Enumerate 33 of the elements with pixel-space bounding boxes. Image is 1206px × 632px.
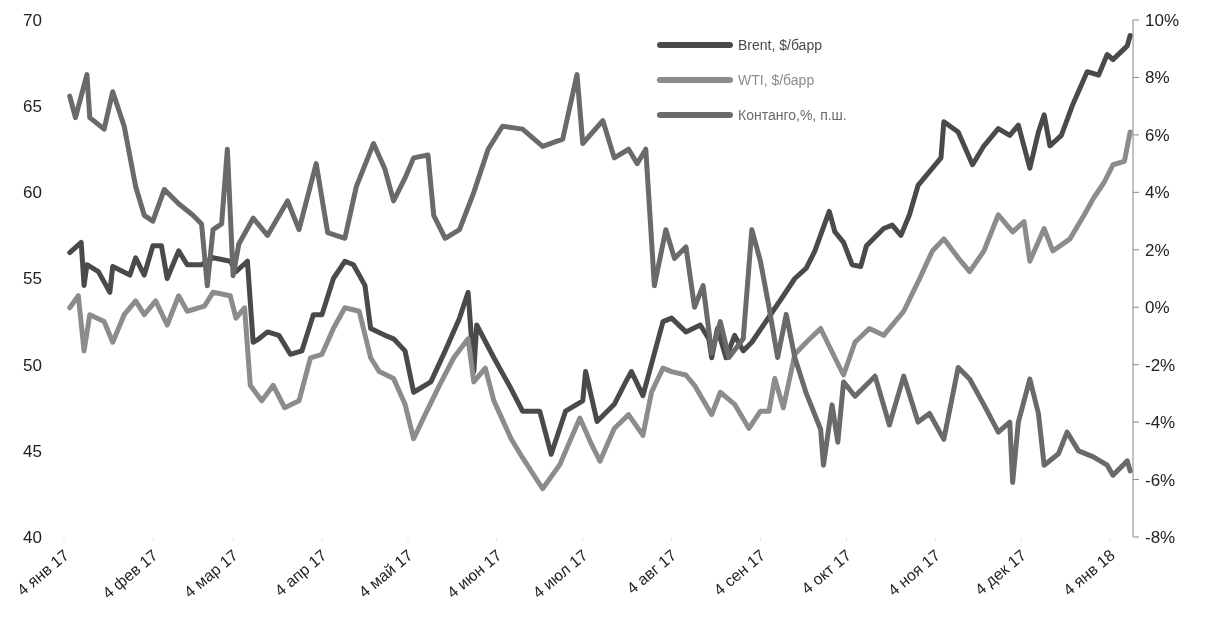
y2-tick-label: -4% bbox=[1145, 413, 1176, 433]
y-tick-label: 70 bbox=[23, 10, 42, 30]
y2-tick-label: -2% bbox=[1145, 355, 1176, 375]
x-tick-label: 4 май 17 bbox=[355, 546, 416, 601]
y2-tick-label: 6% bbox=[1145, 125, 1170, 145]
y-tick-label: 50 bbox=[23, 355, 42, 375]
y2-tick-label: -6% bbox=[1145, 470, 1176, 490]
x-tick-label: 4 дек 17 bbox=[971, 546, 1030, 599]
y-tick-label: 45 bbox=[23, 441, 42, 461]
x-tick-label: 4 мар 17 bbox=[180, 546, 242, 601]
y2-tick-label: 0% bbox=[1145, 298, 1170, 318]
y-tick-label: 60 bbox=[23, 183, 42, 203]
x-tick-label: 4 сен 17 bbox=[710, 546, 769, 599]
x-tick-label: 4 ноя 17 bbox=[884, 546, 944, 600]
legend-label: Brent, $/барр bbox=[738, 36, 823, 53]
x-tick-label: 4 июн 17 bbox=[443, 546, 505, 602]
x-tick-label: 4 фев 17 bbox=[99, 546, 161, 602]
legend-label: Контанго,%, п.ш. bbox=[738, 106, 847, 123]
y2-tick-label: 8% bbox=[1145, 68, 1170, 88]
x-tick-label: 4 апр 17 bbox=[271, 546, 330, 600]
x-tick-label: 4 окт 17 bbox=[798, 546, 855, 598]
x-tick-label: 4 июл 17 bbox=[529, 546, 591, 602]
y2-tick-label: 2% bbox=[1145, 240, 1170, 260]
y-tick-label: 55 bbox=[23, 269, 42, 289]
y2-tick-label: -8% bbox=[1145, 527, 1176, 547]
legend-label: WTI, $/барр bbox=[738, 71, 815, 88]
x-tick-label: 4 янв 17 bbox=[13, 546, 72, 599]
x-tick-label: 4 авг 17 bbox=[623, 546, 680, 598]
x-tick-label: 4 янв 18 bbox=[1059, 546, 1119, 599]
y2-tick-label: 4% bbox=[1145, 183, 1170, 203]
y-tick-label: 40 bbox=[23, 527, 42, 547]
y2-tick-label: 10% bbox=[1145, 10, 1180, 30]
y-tick-label: 65 bbox=[23, 97, 42, 117]
